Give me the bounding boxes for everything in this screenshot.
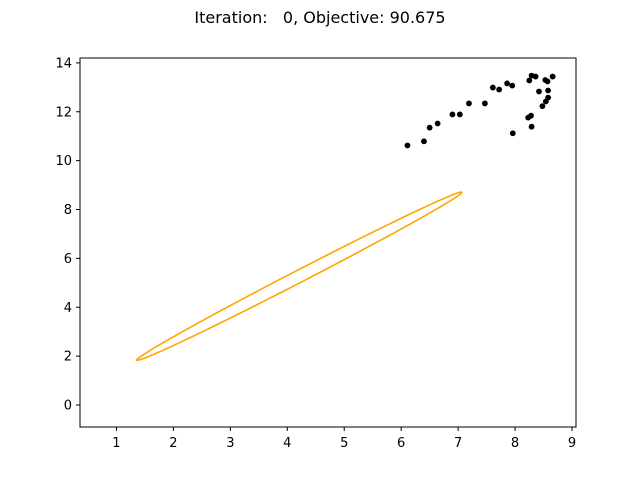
x-tick-label: 2: [169, 436, 177, 451]
data-point: [481, 100, 488, 107]
x-tick-label: 4: [283, 436, 291, 451]
y-tick-label: 2: [64, 350, 72, 365]
data-point: [545, 94, 551, 101]
data-point: [509, 130, 516, 137]
y-tick-label: 10: [55, 154, 72, 169]
ellipse-layer: [135, 191, 463, 362]
y-tick-label: 8: [64, 203, 72, 218]
data-point: [528, 112, 534, 119]
data-point: [504, 80, 510, 87]
data-point: [536, 88, 542, 95]
data-point: [532, 73, 539, 80]
data-point: [426, 124, 433, 131]
points-layer: [404, 72, 556, 149]
y-tick-label: 0: [64, 399, 72, 414]
y-tick-label: 6: [64, 252, 72, 267]
data-point: [404, 142, 411, 149]
x-tick-label: 9: [568, 436, 576, 451]
axes-frame: [79, 57, 577, 428]
x-tick-label: 1: [112, 436, 120, 451]
data-point: [544, 78, 551, 85]
x-tick-label: 5: [340, 436, 348, 451]
x-tick-label: 7: [454, 436, 462, 451]
y-axis: 0 2 4 6 8 10 12 14: [55, 56, 80, 414]
data-point: [545, 87, 551, 94]
x-tick-label: 8: [511, 436, 519, 451]
data-point: [509, 82, 516, 89]
data-point: [539, 103, 546, 110]
y-tick-label: 4: [64, 301, 72, 316]
y-tick-label: 14: [55, 56, 72, 71]
data-point: [466, 100, 472, 107]
data-point: [489, 84, 496, 91]
x-tick-label: 6: [397, 436, 405, 451]
data-point: [526, 77, 533, 84]
data-point: [496, 86, 503, 93]
y-tick-label: 12: [55, 105, 72, 120]
x-axis: 1 2 3 4 5 6 7 8 9: [112, 427, 576, 451]
data-point: [456, 111, 463, 118]
data-point: [449, 111, 456, 118]
data-point: [528, 123, 535, 130]
data-point: [434, 120, 441, 127]
x-tick-label: 3: [226, 436, 234, 451]
ellipse-contour: [135, 191, 463, 362]
data-point: [421, 138, 427, 145]
data-point: [549, 73, 556, 80]
chart-title: Iteration: 0, Objective: 90.675: [194, 8, 446, 27]
